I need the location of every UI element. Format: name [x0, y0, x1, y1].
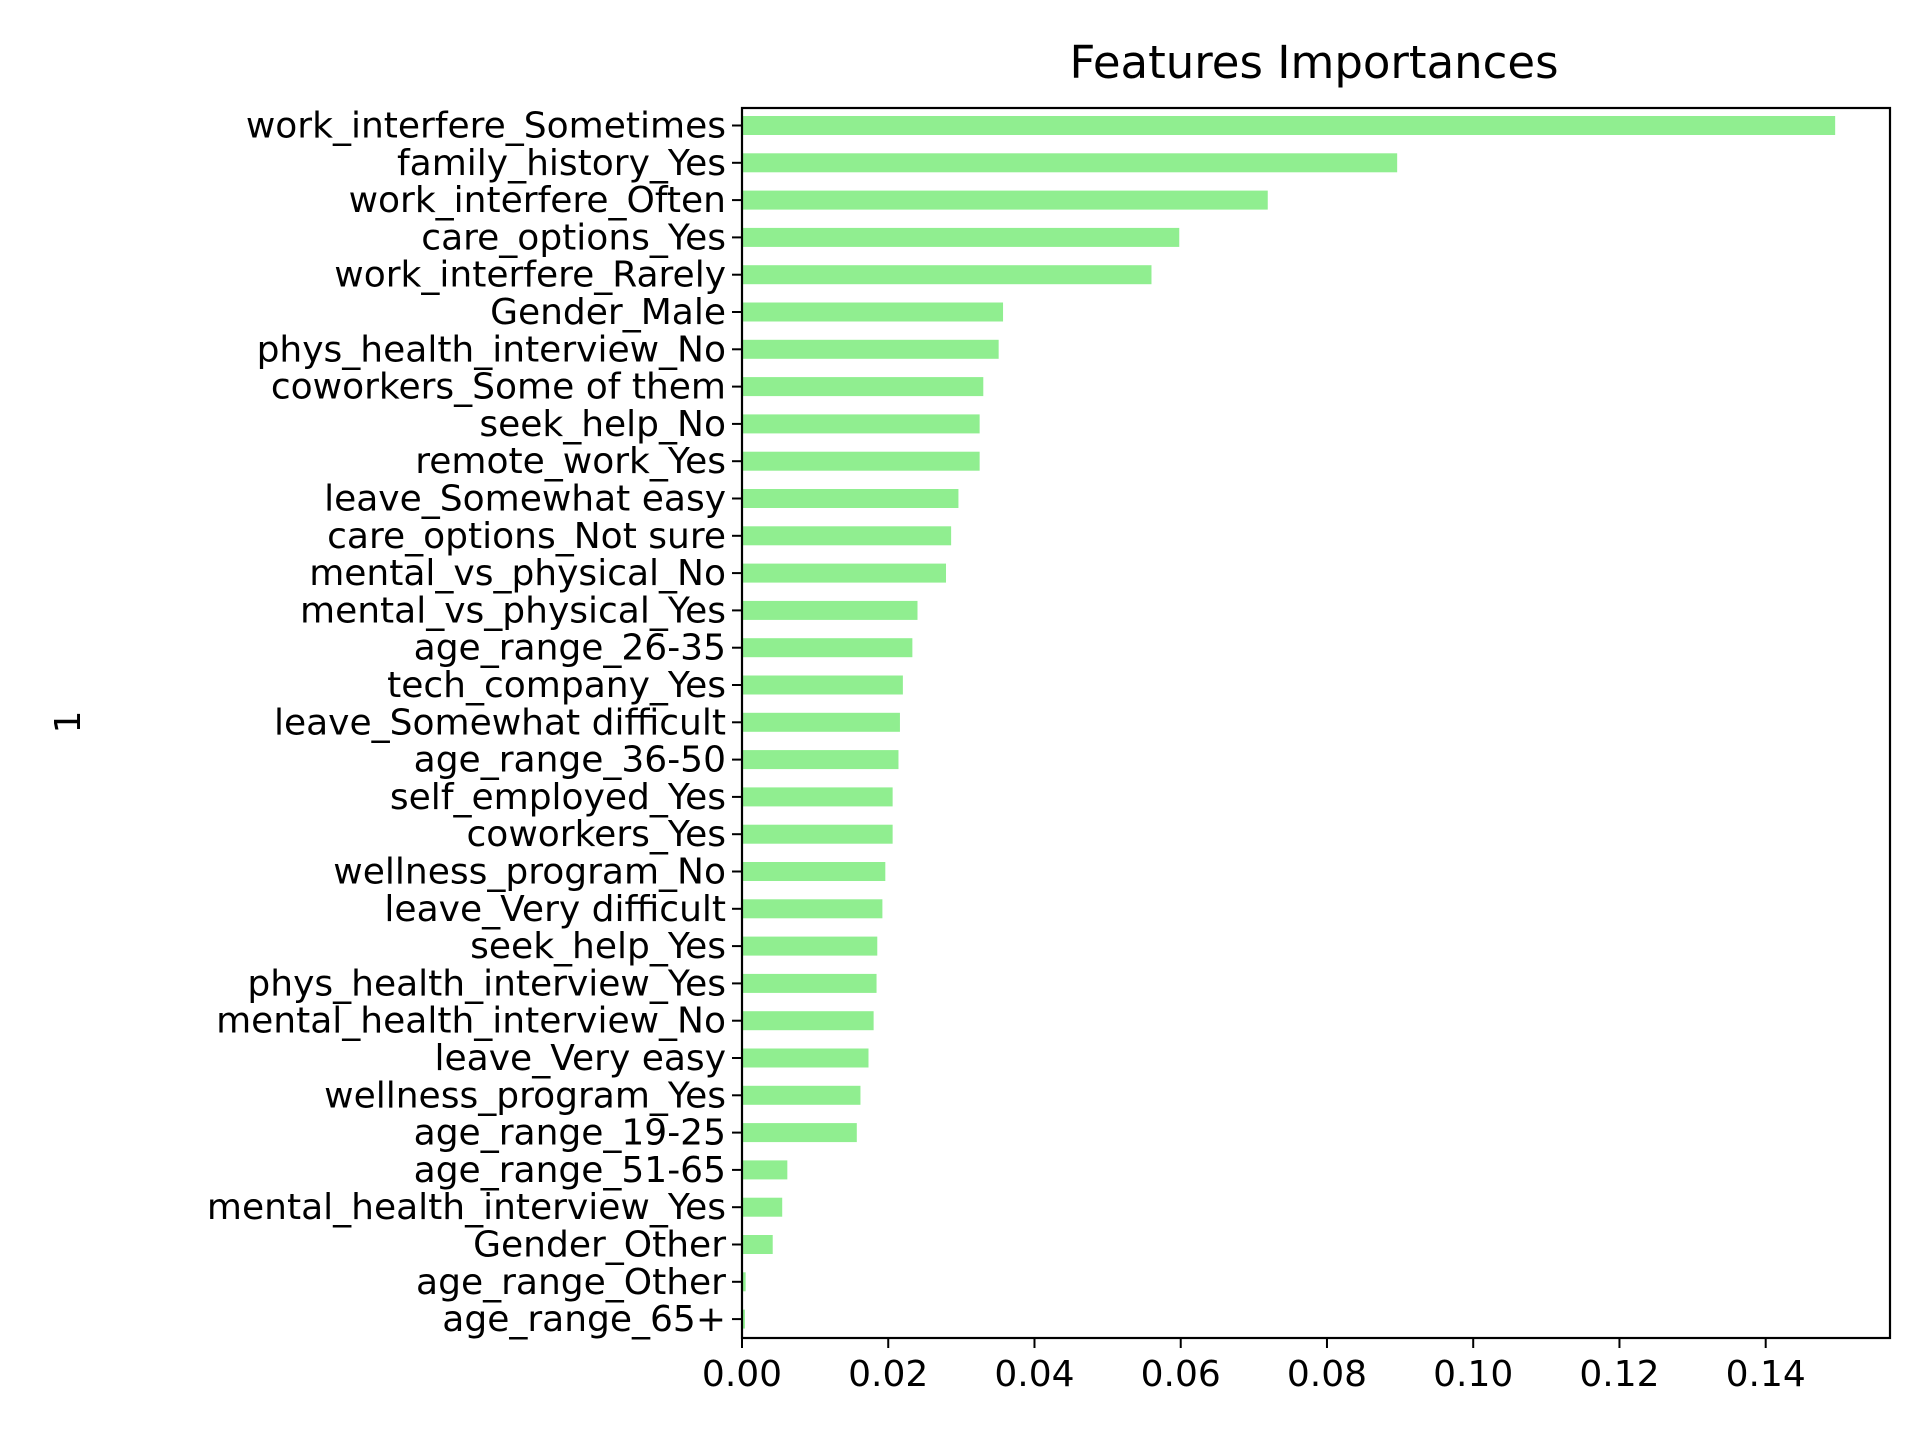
- y-tick-label-23: phys_health_interview_Yes: [247, 963, 726, 1004]
- y-tick-label-27: age_range_19-25: [414, 1113, 726, 1154]
- x-tick-labels: 0.00 0.02 0.04 0.06 0.08 0.10 0.12 0.14: [702, 1338, 1806, 1395]
- x-tick-label-0: 0.00: [702, 1354, 782, 1395]
- bar-21: [742, 899, 883, 919]
- y-tick-label-15: tech_company_Yes: [387, 665, 726, 706]
- y-tick-label-31: age_range_Other: [416, 1262, 726, 1303]
- y-tick-label-32: age_range_65+: [442, 1299, 726, 1340]
- bar-28: [742, 1160, 788, 1180]
- bar-4: [742, 265, 1152, 285]
- y-tick-label-12: mental_vs_physical_No: [309, 553, 726, 594]
- y-tick-label-11: care_options_Not sure: [327, 516, 726, 557]
- bars-group: [742, 116, 1836, 1329]
- bar-5: [742, 302, 1004, 322]
- bar-26: [742, 1085, 861, 1105]
- y-tick-label-5: Gender_Male: [490, 292, 726, 333]
- bar-9: [742, 451, 980, 471]
- chart-title: Features Importances: [1069, 36, 1558, 89]
- bar-2: [742, 190, 1268, 210]
- bar-13: [742, 600, 918, 620]
- bar-27: [742, 1123, 857, 1143]
- bar-7: [742, 377, 984, 397]
- y-tick-label-3: care_options_Yes: [421, 217, 726, 258]
- y-tick-label-10: leave_Somewhat easy: [324, 479, 726, 520]
- y-tick-label-21: leave_Very difficult: [384, 889, 726, 930]
- bar-29: [742, 1197, 783, 1217]
- y-tick-label-17: age_range_36-50: [414, 740, 726, 781]
- bar-8: [742, 414, 980, 434]
- bar-11: [742, 526, 952, 546]
- y-tick-label-26: wellness_program_Yes: [324, 1075, 726, 1116]
- x-tick-label-1: 0.02: [848, 1354, 928, 1395]
- y-axis-label: 1: [48, 711, 89, 734]
- bar-19: [742, 824, 893, 844]
- bar-12: [742, 563, 947, 583]
- bar-25: [742, 1048, 869, 1068]
- bar-1: [742, 153, 1398, 173]
- bar-30: [742, 1235, 773, 1254]
- bar-3: [742, 227, 1180, 247]
- y-tick-label-20: wellness_program_No: [333, 852, 726, 893]
- x-tick-label-6: 0.12: [1579, 1354, 1659, 1395]
- y-tick-label-24: mental_health_interview_No: [216, 1001, 726, 1042]
- y-tick-label-29: mental_health_interview_Yes: [207, 1187, 726, 1228]
- x-tick-label-7: 0.14: [1726, 1354, 1806, 1395]
- bar-6: [742, 339, 999, 359]
- plot-frame: [740, 106, 1892, 1340]
- y-tick-label-13: mental_vs_physical_Yes: [300, 590, 726, 631]
- bar-23: [742, 973, 877, 993]
- bar-0: [742, 116, 1836, 135]
- bar-16: [742, 712, 900, 732]
- bar-24: [742, 1011, 874, 1031]
- y-tick-label-1: family_history_Yes: [397, 143, 726, 184]
- y-tick-label-18: self_employed_Yes: [390, 777, 726, 818]
- bar-32: [742, 1309, 745, 1329]
- y-tick-label-6: phys_health_interview_No: [257, 329, 726, 370]
- y-tick-labels: work_interfere_Sometimesfamily_history_Y…: [207, 106, 742, 1340]
- y-tick-label-0: work_interfere_Sometimes: [246, 106, 726, 147]
- bar-17: [742, 750, 899, 770]
- y-tick-label-7: coworkers_Some of them: [271, 367, 726, 408]
- bar-18: [742, 787, 893, 807]
- y-tick-label-25: leave_Very easy: [435, 1038, 726, 1079]
- bar-14: [742, 638, 913, 658]
- y-tick-label-28: age_range_51-65: [414, 1150, 726, 1191]
- bar-20: [742, 862, 886, 881]
- x-tick-label-2: 0.04: [994, 1354, 1074, 1395]
- y-tick-label-16: leave_Somewhat difficult: [274, 702, 726, 743]
- y-tick-label-8: seek_help_No: [479, 404, 726, 445]
- bar-22: [742, 936, 878, 956]
- y-tick-label-14: age_range_26-35: [414, 628, 726, 669]
- x-tick-label-3: 0.06: [1141, 1354, 1221, 1395]
- y-tick-label-4: work_interfere_Rarely: [334, 255, 726, 296]
- bar-15: [742, 675, 903, 695]
- x-tick-label-4: 0.08: [1287, 1354, 1367, 1395]
- bar-10: [742, 489, 959, 508]
- x-tick-label-5: 0.10: [1433, 1354, 1513, 1395]
- y-tick-label-9: remote_work_Yes: [415, 441, 726, 482]
- bar-31: [742, 1272, 746, 1292]
- y-tick-label-19: coworkers_Yes: [467, 814, 726, 855]
- y-tick-label-2: work_interfere_Often: [349, 180, 726, 221]
- y-tick-label-30: Gender_Other: [473, 1225, 726, 1266]
- y-tick-label-22: seek_help_Yes: [470, 926, 726, 967]
